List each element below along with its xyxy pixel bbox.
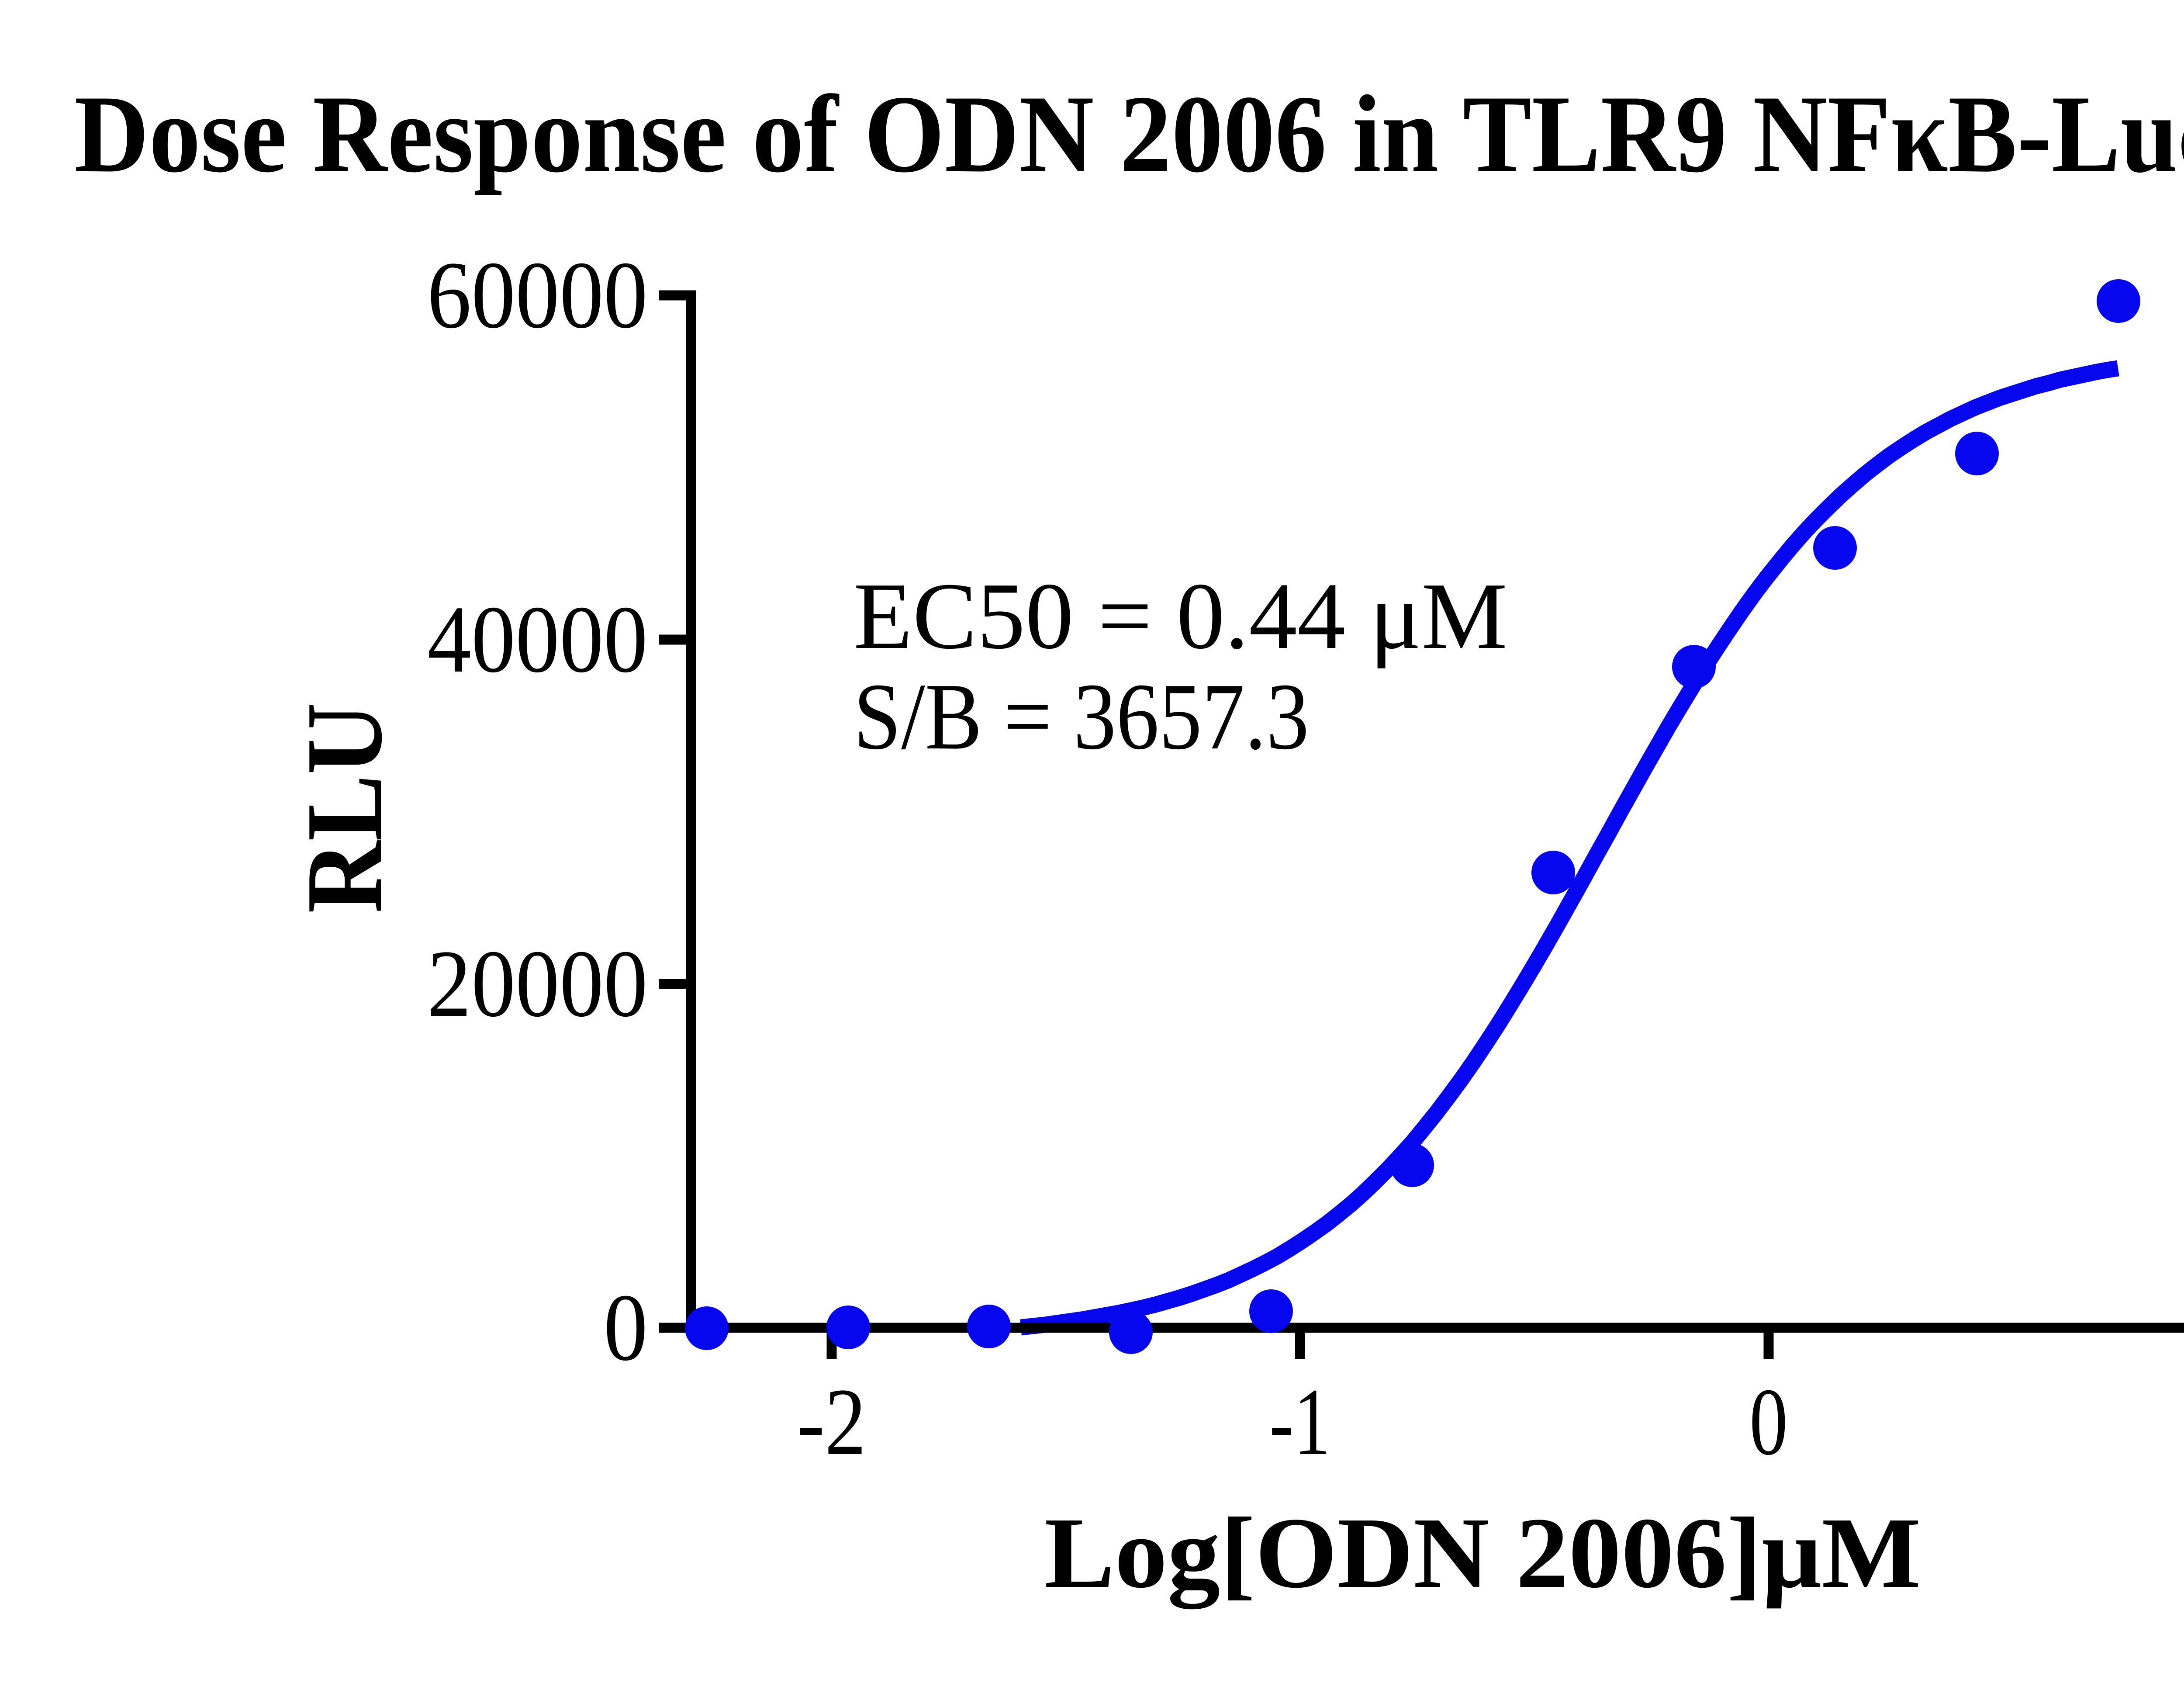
svg-text:40000: 40000 [427,586,648,693]
svg-text:RLU: RLU [284,703,405,913]
svg-text:-1: -1 [1269,1368,1330,1475]
svg-text:Dose Response of ODN 2006 in T: Dose Response of ODN 2006 in TLR9 NFκB-L… [74,73,2184,195]
svg-text:-2: -2 [797,1368,866,1475]
svg-text:0: 0 [1749,1368,1788,1475]
svg-text:20000: 20000 [427,930,648,1037]
svg-text:EC50 = 0.44 μM: EC50 = 0.44 μM [854,564,1507,669]
svg-text:Log[ODN 2006]μM: Log[ODN 2006]μM [1044,1497,1921,1609]
svg-text:0: 0 [604,1274,648,1381]
svg-text:S/B = 3657.3: S/B = 3657.3 [854,664,1309,769]
svg-text:60000: 60000 [427,242,648,348]
